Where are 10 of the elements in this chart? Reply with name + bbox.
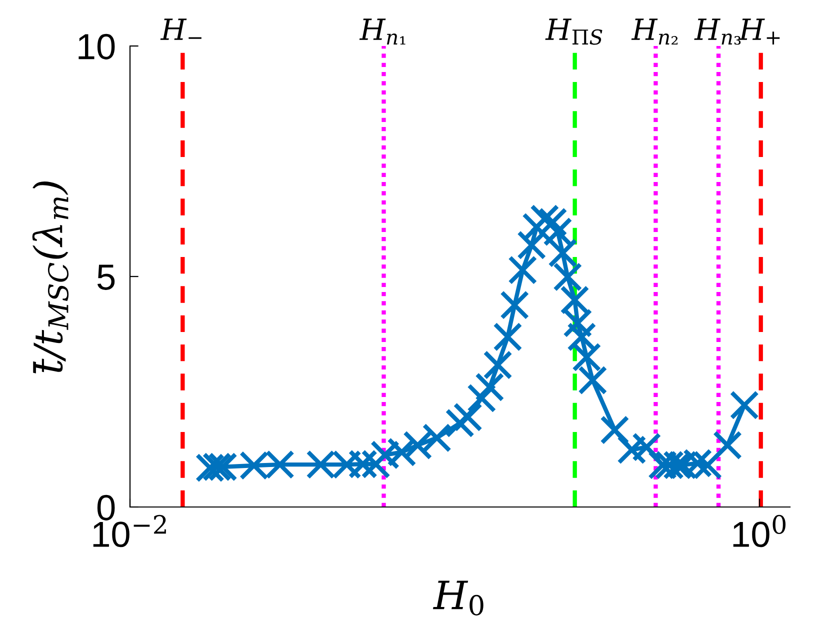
ref-line-label: H$_{n₁}$ bbox=[359, 18, 406, 45]
y-axis-title: t̄/t$_{MSC}$(λ$_{m}$) bbox=[32, 182, 69, 374]
x-axis-title: H$_{0}$ bbox=[432, 580, 484, 616]
y-tick-label: 5 bbox=[97, 264, 115, 290]
ref-line-label: H$_{ΠS}$ bbox=[545, 18, 602, 45]
ref-line-label: H$_{n₃}$ bbox=[694, 18, 741, 45]
x-tick-label: 10$^{0}$ bbox=[733, 514, 786, 548]
y-tick-label: 10 bbox=[78, 34, 115, 60]
ref-line-label: H$_{−}$ bbox=[160, 18, 202, 40]
ref-line-label: H$_{n₂}$ bbox=[631, 18, 678, 45]
